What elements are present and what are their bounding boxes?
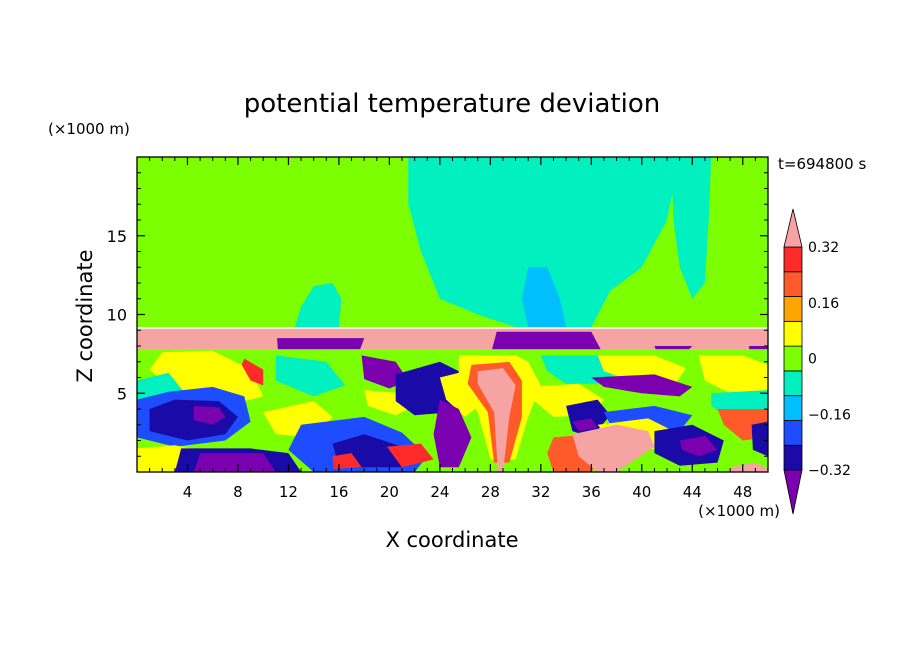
y-unit-label: (×1000 m) (48, 120, 130, 138)
x-unit-label: (×1000 m) (698, 502, 780, 520)
field-region-21 (275, 355, 346, 397)
field-region-45 (679, 435, 718, 457)
field-region-32 (477, 368, 516, 472)
colorbar-swatch (783, 444, 803, 471)
colorbar-swatch (783, 271, 803, 297)
field-region-50 (751, 421, 768, 457)
colorbar-swatch (783, 320, 803, 347)
y-tick-label: 15 (107, 227, 127, 246)
colorbar-min-arrow (783, 469, 803, 515)
colorbar-label: −0.16 (808, 407, 851, 423)
x-axis: 4 8 12 16 20 24 28 32 36 40 44 48 (149, 157, 756, 501)
colorbar-swatch (783, 296, 803, 322)
y-tick-label: 10 (107, 306, 127, 325)
field-region-19 (241, 358, 264, 386)
y-axis-label: Z coordinate (73, 249, 97, 382)
field-region-2 (670, 157, 712, 299)
field-region-24 (332, 453, 362, 469)
field-region-18 (193, 453, 276, 472)
x-tick-label: 8 (233, 483, 243, 501)
field-region-3 (294, 283, 342, 328)
x-tick-label: 36 (582, 483, 601, 501)
field-region-46 (698, 355, 768, 394)
colorbar-label: 0.16 (808, 296, 839, 312)
field-region-49 (730, 462, 768, 472)
colorbar-swatch (783, 345, 803, 372)
x-tick-label: 20 (380, 483, 399, 501)
chart-title: potential temperature deviation (244, 89, 660, 119)
field-region-15 (193, 405, 226, 425)
y-tick-label: 5 (117, 384, 127, 403)
colorbar-swatch (783, 420, 803, 446)
field-region-33 (433, 399, 472, 468)
field-regions (137, 157, 768, 472)
field-region-11 (149, 350, 264, 406)
colorbar-max-arrow (783, 208, 803, 248)
x-tick-label: 48 (733, 483, 752, 501)
x-tick-label: 4 (183, 483, 193, 501)
field-region-37 (572, 418, 598, 432)
field-region-4 (521, 267, 567, 328)
colorbar: 0.32 0.16 0 −0.16 −0.32 (783, 208, 851, 515)
x-tick-label: 24 (430, 483, 449, 501)
x-tick-label: 40 (632, 483, 651, 501)
x-axis-label: X coordinate (385, 528, 518, 552)
x-tick-label: 28 (481, 483, 500, 501)
colorbar-swatch (783, 370, 803, 397)
x-tick-label: 16 (329, 483, 348, 501)
colorbar-label: 0.32 (808, 240, 839, 256)
x-tick-label: 12 (279, 483, 298, 501)
field-region-40 (591, 374, 693, 397)
field-region-34 (540, 355, 617, 384)
colorbar-label: −0.32 (808, 463, 851, 479)
x-tick-label: 44 (683, 483, 702, 501)
y-axis: 5 10 15 (107, 172, 768, 457)
field-region-1 (408, 157, 680, 328)
field-region-43 (572, 424, 655, 472)
time-label: t=694800 s (778, 155, 866, 173)
colorbar-swatch (783, 246, 803, 273)
colorbar-swatch (783, 395, 803, 421)
field-region-29 (386, 443, 434, 468)
x-tick-label: 32 (531, 483, 550, 501)
colorbar-label: 0 (808, 352, 817, 368)
